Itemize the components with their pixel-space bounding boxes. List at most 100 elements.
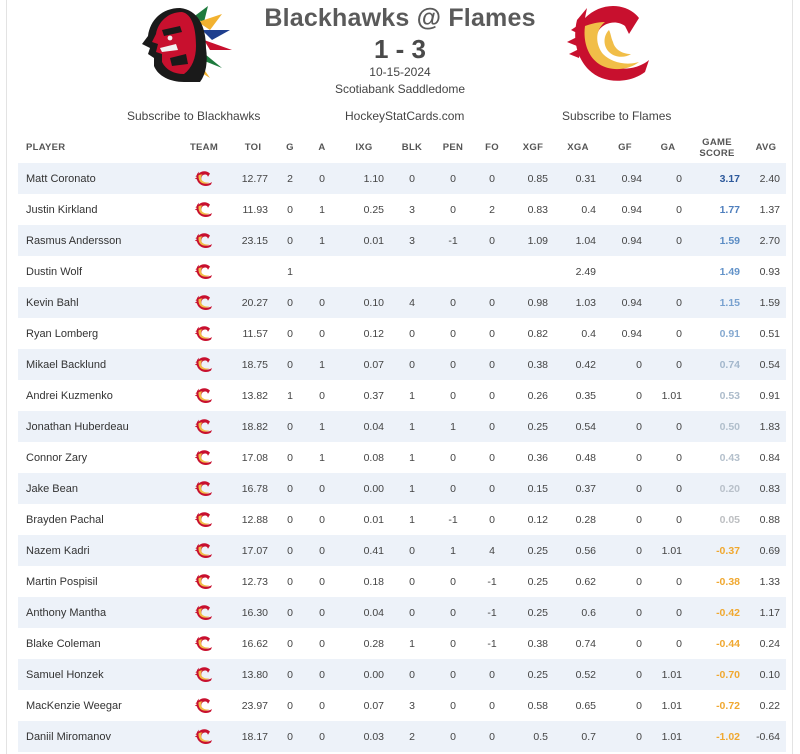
pen-cell: 1 <box>434 411 472 442</box>
col-ixg[interactable]: IXG <box>355 142 373 153</box>
col-avg[interactable]: AVG <box>755 142 777 153</box>
table-row[interactable]: Martin Pospisil 12.73 0 0 0.18 0 0 -1 0.25 0.62 0 0… <box>18 566 786 597</box>
goals-cell: 0 <box>274 225 306 256</box>
xga-cell: 0.31 <box>554 163 602 194</box>
flames-icon <box>194 201 214 218</box>
table-row[interactable]: Andrei Kuzmenko 13.82 1 0 0.37 1 0 0 0.26 0.35 0 1.… <box>18 380 786 411</box>
toi-cell: 12.77 <box>232 163 274 194</box>
pen-cell: 0 <box>434 442 472 473</box>
player-name-cell: Nazem Kadri <box>18 535 176 566</box>
assists-cell: 0 <box>306 287 338 318</box>
ga-cell: 0 <box>648 442 688 473</box>
subscribe-blackhawks-link[interactable]: Subscribe to Blackhawks <box>127 109 261 123</box>
table-body: Matt Coronato 12.77 2 0 1.10 0 0 0 0.85 0.31 0.94 0… <box>18 163 786 752</box>
gf-cell: 0 <box>602 628 648 659</box>
ixg-cell: 0.10 <box>338 287 390 318</box>
fo-cell: 0 <box>472 318 512 349</box>
table-row[interactable]: Jonathan Huberdeau 18.82 0 1 0.04 1 1 0 0.25 0.54… <box>18 411 786 442</box>
avg-cell: 0.51 <box>746 318 786 349</box>
xgf-cell: 0.36 <box>512 442 554 473</box>
blk-cell: 0 <box>390 318 434 349</box>
avg-cell: 1.33 <box>746 566 786 597</box>
table-row[interactable]: Kevin Bahl 20.27 0 0 0.10 4 0 0 0.98 1.03 0.94 0 1.1… <box>18 287 786 318</box>
table-row[interactable]: Jake Bean 16.78 0 0 0.00 1 0 0 0.15 0.37 0 0 0.20 0.8… <box>18 473 786 504</box>
ixg-cell: 0.25 <box>338 194 390 225</box>
fo-cell: 0 <box>472 349 512 380</box>
assists-cell: 1 <box>306 225 338 256</box>
goals-cell: 0 <box>274 318 306 349</box>
col-ga[interactable]: GA <box>660 142 676 153</box>
table-row[interactable]: Justin Kirkland 11.93 0 1 0.25 3 0 2 0.83 0.4 0.94… <box>18 194 786 225</box>
ixg-cell: 0.00 <box>338 473 390 504</box>
table-row[interactable]: Mikael Backlund 18.75 0 1 0.07 0 0 0 0.38 0.42 0 0 0… <box>18 349 786 380</box>
site-link[interactable]: HockeyStatCards.com <box>345 109 465 123</box>
xga-cell: 0.37 <box>554 473 602 504</box>
ixg-cell <box>338 256 390 287</box>
table-row[interactable]: Brayden Pachal 12.88 0 0 0.01 1 -1 0 0.12 0.28 0 0 0… <box>18 504 786 535</box>
xgf-cell: 0.15 <box>512 473 554 504</box>
player-name-cell: Brayden Pachal <box>18 504 176 535</box>
table-row[interactable]: Rasmus Andersson 23.15 0 1 0.01 3 -1 0 1.09 1.04 0… <box>18 225 786 256</box>
col-game-score[interactable]: GAME SCORE <box>688 132 746 163</box>
col-gf[interactable]: GF <box>618 142 632 153</box>
team-cell <box>176 256 232 287</box>
fo-cell: 0 <box>472 411 512 442</box>
col-g[interactable]: G <box>286 142 294 153</box>
flames-icon <box>194 170 214 187</box>
xga-cell: 0.48 <box>554 442 602 473</box>
col-team[interactable]: TEAM <box>189 142 219 153</box>
fo-cell: -1 <box>472 628 512 659</box>
xgf-cell: 1.09 <box>512 225 554 256</box>
table-row[interactable]: Dustin Wolf 1 2.49 1.49 0.93 <box>18 256 786 287</box>
blk-cell: 1 <box>390 380 434 411</box>
ixg-cell: 1.10 <box>338 163 390 194</box>
table-row[interactable]: Anthony Mantha 16.30 0 0 0.04 0 0 -1 0.25 0.6 0 0 -0… <box>18 597 786 628</box>
avg-cell: 0.93 <box>746 256 786 287</box>
table-row[interactable]: Daniil Miromanov 18.17 0 0 0.03 2 0 0 0.5 0.7 0 1.0… <box>18 721 786 752</box>
table-row[interactable]: Connor Zary 17.08 0 1 0.08 1 0 0 0.36 0.48 0 0 0.43 0… <box>18 442 786 473</box>
xga-cell: 2.49 <box>554 256 602 287</box>
fo-cell: 0 <box>472 690 512 721</box>
team-cell <box>176 163 232 194</box>
assists-cell: 0 <box>306 659 338 690</box>
assists-cell: 1 <box>306 194 338 225</box>
col-blk[interactable]: BLK <box>401 142 423 153</box>
col-xgf[interactable]: XGF <box>522 142 544 153</box>
col-pen[interactable]: PEN <box>442 142 464 153</box>
table-row[interactable]: Samuel Honzek 13.80 0 0 0.00 0 0 0 0.25 0.52 0 1.01… <box>18 659 786 690</box>
table-row[interactable]: MacKenzie Weegar 23.97 0 0 0.07 3 0 0 0.58 0.65 0 1… <box>18 690 786 721</box>
player-name-cell: Matt Coronato <box>18 163 176 194</box>
toi-cell: 17.08 <box>232 442 274 473</box>
table-row[interactable]: Blake Coleman 16.62 0 0 0.28 1 0 -1 0.38 0.74 0 0 -0… <box>18 628 786 659</box>
table-row[interactable]: Ryan Lomberg 11.57 0 0 0.12 0 0 0 0.82 0.4 0.94 0 0.… <box>18 318 786 349</box>
subscribe-flames-link[interactable]: Subscribe to Flames <box>562 109 672 123</box>
blk-cell: 3 <box>390 225 434 256</box>
xgf-cell: 0.25 <box>512 411 554 442</box>
col-game-score-line2: SCORE <box>699 147 735 159</box>
ga-cell: 0 <box>648 318 688 349</box>
flames-icon <box>194 480 214 497</box>
col-toi[interactable]: TOI <box>244 142 262 153</box>
game-score-cell: 0.20 <box>688 473 746 504</box>
gf-cell <box>602 256 648 287</box>
col-xga[interactable]: XGA <box>567 142 589 153</box>
col-a[interactable]: A <box>318 142 326 153</box>
col-player[interactable]: PLAYER <box>26 142 66 153</box>
ixg-cell: 0.07 <box>338 690 390 721</box>
game-score-cell: 0.05 <box>688 504 746 535</box>
table-row[interactable]: Nazem Kadri 17.07 0 0 0.41 0 1 4 0.25 0.56 0 1.01 -0… <box>18 535 786 566</box>
blk-cell: 0 <box>390 659 434 690</box>
subscribe-links: Subscribe to Blackhawks HockeyStatCards.… <box>0 109 800 125</box>
flames-icon <box>194 728 214 745</box>
assists-cell: 0 <box>306 163 338 194</box>
ga-cell: 1.01 <box>648 659 688 690</box>
goals-cell: 0 <box>274 535 306 566</box>
team-cell <box>176 597 232 628</box>
gf-cell: 0 <box>602 566 648 597</box>
col-fo[interactable]: FO <box>485 142 499 153</box>
blk-cell: 0 <box>390 535 434 566</box>
fo-cell: 0 <box>472 659 512 690</box>
game-score-cell: 1.49 <box>688 256 746 287</box>
blk-cell <box>390 256 434 287</box>
table-row[interactable]: Matt Coronato 12.77 2 0 1.10 0 0 0 0.85 0.31 0.94 0… <box>18 163 786 194</box>
